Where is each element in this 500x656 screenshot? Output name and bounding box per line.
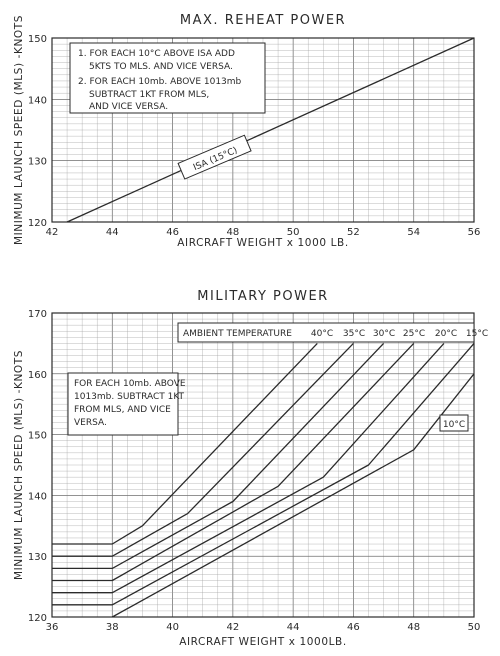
x-tick-label: 56 xyxy=(468,227,481,238)
x-tick-label: 36 xyxy=(46,622,59,633)
y-tick-label: 130 xyxy=(28,157,47,168)
grid xyxy=(51,312,475,618)
series-line-6 xyxy=(111,373,475,618)
x-tick-label: 44 xyxy=(106,227,119,238)
x-tick-label: 38 xyxy=(106,622,119,633)
x-tick-label: 48 xyxy=(226,227,239,238)
note-line: VERSA. xyxy=(74,418,107,428)
note-line: 1013mb. SUBTRACT 1KT xyxy=(74,392,185,402)
series-line-4 xyxy=(52,342,445,594)
x-tick-label: 42 xyxy=(226,622,239,633)
y-tick-label: 140 xyxy=(28,95,47,106)
chart-title: MILITARY POWER xyxy=(197,289,328,304)
legend-entry: 25°C xyxy=(403,329,425,339)
series-label-frame xyxy=(439,414,469,432)
x-tick-label: 52 xyxy=(347,227,360,238)
y-axis-label: MINIMUM LAUNCH SPEED (MLS) -KNOTS xyxy=(13,15,25,245)
legend-entry: 35°C xyxy=(343,329,365,339)
y-tick-label: 160 xyxy=(28,370,47,381)
note-line: FROM MLS, AND VICE xyxy=(74,405,171,415)
legend-title: AMBIENT TEMPERATURE xyxy=(183,329,292,339)
chart-2: MILITARY POWER AIRCRAFT WEIGHT x 1000LB. M… xyxy=(13,289,488,648)
series-label-frame xyxy=(177,134,252,180)
note-line: 2. FOR EACH 10mb. ABOVE 1013mb xyxy=(78,77,242,87)
y-tick-label: 150 xyxy=(28,34,47,45)
plot-frame xyxy=(51,37,475,223)
y-axis-label: MINIMUM LAUNCH SPEED (MLS) -KNOTS xyxy=(13,350,25,580)
x-tick-label: 42 xyxy=(46,227,59,238)
note-line: FOR EACH 10mb. ABOVE xyxy=(74,379,186,389)
series-line-3 xyxy=(52,342,415,582)
y-tick-label: 120 xyxy=(28,613,47,624)
series-line-1 xyxy=(52,342,354,557)
x-tick-label: 46 xyxy=(347,622,360,633)
chart-title: MAX. REHEAT POWER xyxy=(180,13,346,28)
notes-box: FOR EACH 10mb. ABOVE 1013mb. SUBTRACT 1KT… xyxy=(67,372,186,436)
y-tick-label: 120 xyxy=(28,218,47,229)
note-line: SUBTRACT 1KT FROM MLS, xyxy=(89,90,209,100)
x-axis-label: AIRCRAFT WEIGHT x 1000LB. xyxy=(179,636,347,648)
x-axis-label: AIRCRAFT WEIGHT x 1000 LB. xyxy=(177,237,349,249)
note-line: 1. FOR EACH 10°C ABOVE ISA ADD xyxy=(78,49,235,59)
legend-entry: 20°C xyxy=(435,329,457,339)
x-tick-label: 54 xyxy=(407,227,420,238)
plot-frame xyxy=(51,312,475,618)
legend-entry: 15°C xyxy=(466,329,488,339)
x-tick-label: 40 xyxy=(166,622,179,633)
series-label: ISA (15°C) xyxy=(177,134,252,180)
series-line-5 xyxy=(52,342,475,606)
y-tick-label: 150 xyxy=(28,431,47,442)
note-line: AND VICE VERSA. xyxy=(89,102,168,112)
series-line-0 xyxy=(52,342,318,545)
series-label-text: 10°C xyxy=(443,420,465,430)
notes-frame xyxy=(67,372,179,436)
x-tick-label: 50 xyxy=(287,227,300,238)
y-tick-label: 140 xyxy=(28,491,47,502)
legend-entry: 30°C xyxy=(373,329,395,339)
x-tick-label: 48 xyxy=(407,622,420,633)
legend-header: AMBIENT TEMPERATURE 40°C 35°C 30°C 25°C 20°C 1… xyxy=(177,322,488,343)
y-tick-label: 170 xyxy=(28,309,47,320)
legend-header-frame xyxy=(177,322,475,343)
legend-entry: 40°C xyxy=(311,329,333,339)
y-tick-label: 130 xyxy=(28,552,47,563)
series-line-2 xyxy=(52,342,385,570)
x-tick-label: 50 xyxy=(468,622,481,633)
x-tick-label: 46 xyxy=(166,227,179,238)
series-label-10: 10°C xyxy=(439,414,469,432)
notes-box: 1. FOR EACH 10°C ABOVE ISA ADD 5KTS TO ML… xyxy=(69,42,266,114)
chart-1: MAX. REHEAT POWER AIRCRAFT WEIGHT x 1000 … xyxy=(13,13,480,249)
notes-frame xyxy=(69,42,266,114)
x-tick-label: 44 xyxy=(287,622,300,633)
note-line: 5KTS TO MLS. AND VICE VERSA. xyxy=(89,62,233,72)
series-line-0 xyxy=(66,37,475,223)
